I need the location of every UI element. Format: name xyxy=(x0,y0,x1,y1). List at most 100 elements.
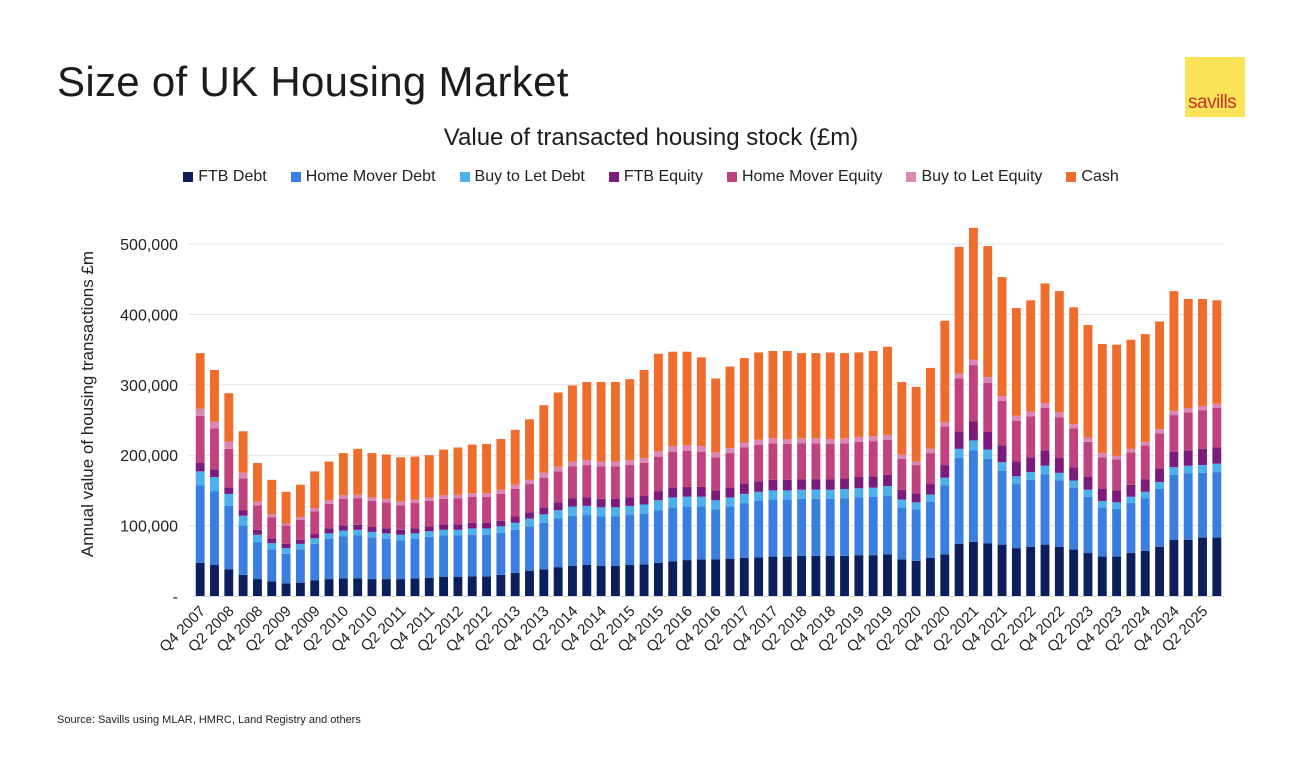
bar-segment-buy-to-let-debt xyxy=(754,491,764,501)
bar-segment-home-mover-equity xyxy=(1198,410,1207,449)
bar-segment-buy-to-let-debt xyxy=(553,510,563,519)
bar-segment-ftb-equity xyxy=(610,498,620,508)
bar-segment-buy-to-let-debt xyxy=(696,496,706,507)
bar-segment-home-mover-debt xyxy=(482,534,491,577)
bar-segment-buy-to-let-debt xyxy=(868,487,878,497)
bar-segment-ftb-debt xyxy=(281,583,291,596)
bar-segment-home-mover-equity xyxy=(940,426,950,466)
bar-segment-home-mover-equity xyxy=(525,484,534,513)
bar-segment-buy-to-let-debt xyxy=(1083,489,1093,497)
bar-segment-buy-to-let-equity xyxy=(467,493,477,497)
bar-stack xyxy=(682,351,692,596)
bar-stack xyxy=(568,385,577,596)
bar-segment-home-mover-debt xyxy=(739,503,749,558)
bar-segment-cash xyxy=(983,246,993,378)
bar-stack xyxy=(940,320,950,596)
bar-segment-ftb-debt xyxy=(983,543,993,596)
bar-segment-ftb-equity xyxy=(1054,458,1064,473)
bar-segment-cash xyxy=(238,431,248,473)
bar-segment-buy-to-let-debt xyxy=(195,471,205,486)
bar-segment-ftb-equity xyxy=(496,520,506,527)
bar-segment-home-mover-equity xyxy=(1097,457,1107,489)
bar-segment-buy-to-let-debt xyxy=(582,505,592,516)
bar-segment-ftb-debt xyxy=(1183,539,1193,596)
bar-stack xyxy=(195,353,205,596)
bar-segment-buy-to-let-debt xyxy=(596,507,606,517)
bar-stack xyxy=(1140,334,1150,596)
bar-segment-ftb-equity xyxy=(1155,468,1164,482)
bar-segment-ftb-debt xyxy=(410,578,420,596)
bar-stack xyxy=(539,405,549,596)
bar-segment-cash xyxy=(968,227,978,360)
bar-segment-ftb-equity xyxy=(482,522,491,529)
bar-segment-buy-to-let-equity xyxy=(253,501,262,506)
legend-label: FTB Equity xyxy=(623,168,703,185)
bar-stack xyxy=(253,462,262,596)
bar-segment-buy-to-let-equity xyxy=(525,479,534,485)
bar-segment-home-mover-debt xyxy=(1054,480,1064,547)
y-tick-label: 200,000 xyxy=(120,448,178,465)
bar-segment-home-mover-debt xyxy=(1040,474,1050,545)
bar-segment-buy-to-let-debt xyxy=(983,449,993,459)
bar-segment-home-mover-equity xyxy=(983,382,993,432)
bar-segment-buy-to-let-debt xyxy=(768,490,778,500)
bar-segment-home-mover-equity xyxy=(195,415,205,463)
bar-segment-ftb-equity xyxy=(253,529,262,535)
bar-segment-ftb-equity xyxy=(625,497,635,506)
bar-stack xyxy=(1040,283,1050,596)
bar-segment-cash xyxy=(883,346,892,435)
bar-segment-buy-to-let-equity xyxy=(482,493,491,497)
bar-segment-cash xyxy=(353,448,363,495)
bar-segment-home-mover-equity xyxy=(725,453,735,488)
bar-segment-home-mover-debt xyxy=(610,516,620,566)
bar-segment-ftb-debt xyxy=(768,556,778,596)
bar-stack xyxy=(1069,307,1079,596)
legend-swatch xyxy=(608,172,619,182)
bar-segment-ftb-debt xyxy=(739,557,749,596)
bar-stack xyxy=(582,381,592,596)
y-axis: - 100,000 200,000 300,000 400,000 500,000 xyxy=(120,237,178,606)
bar-segment-ftb-equity xyxy=(911,493,921,503)
bar-segment-home-mover-equity xyxy=(396,505,406,530)
legend-item: Cash xyxy=(1066,168,1119,186)
bar-segment-ftb-equity xyxy=(696,486,706,497)
bar-segment-buy-to-let-debt xyxy=(610,507,620,517)
bar-segment-cash xyxy=(381,454,391,499)
bar-segment-cash xyxy=(596,381,606,462)
bar-stack xyxy=(439,449,449,596)
bar-segment-home-mover-debt xyxy=(1011,484,1021,549)
bar-segment-buy-to-let-debt xyxy=(1140,491,1150,499)
bar-segment-buy-to-let-equity xyxy=(639,458,649,463)
bar-segment-home-mover-debt xyxy=(224,505,234,570)
bar-segment-buy-to-let-equity xyxy=(954,373,964,379)
bar-segment-ftb-equity xyxy=(883,474,892,487)
bar-stack xyxy=(267,479,277,596)
bar-segment-home-mover-debt xyxy=(281,553,291,584)
bar-segment-cash xyxy=(1198,298,1207,406)
bar-segment-home-mover-equity xyxy=(1183,412,1193,451)
bar-segment-ftb-debt xyxy=(1198,537,1207,596)
bar-segment-buy-to-let-debt xyxy=(353,529,363,536)
bar-segment-home-mover-debt xyxy=(782,499,792,557)
bar-stack xyxy=(1183,298,1193,596)
bar-stack xyxy=(825,352,835,596)
bar-stack xyxy=(1054,291,1064,596)
bar-segment-ftb-debt xyxy=(653,562,663,596)
bar-stack xyxy=(653,353,663,596)
bar-segment-ftb-equity xyxy=(353,524,363,530)
bar-segment-buy-to-let-debt xyxy=(510,522,520,530)
bar-segment-cash xyxy=(410,456,420,500)
bar-segment-cash xyxy=(439,449,449,496)
bar-segment-ftb-debt xyxy=(1069,549,1079,596)
bar-stack xyxy=(997,277,1007,596)
bar-segment-buy-to-let-debt xyxy=(739,493,749,504)
bar-segment-cash xyxy=(338,453,348,496)
bar-segment-buy-to-let-equity xyxy=(553,466,563,472)
bar-segment-cash xyxy=(840,353,849,439)
bar-segment-cash xyxy=(668,351,678,447)
bar-segment-home-mover-equity xyxy=(1212,408,1222,448)
bar-stack xyxy=(396,457,406,596)
bar-segment-home-mover-equity xyxy=(696,451,706,487)
bar-segment-home-mover-equity xyxy=(1112,459,1122,491)
bar-segment-buy-to-let-equity xyxy=(1198,405,1207,411)
